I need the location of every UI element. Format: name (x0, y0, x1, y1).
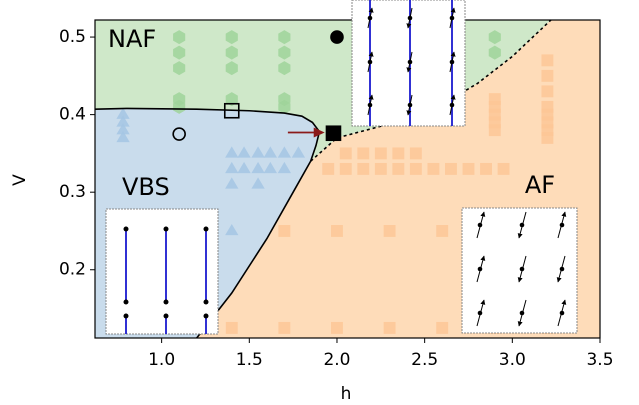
y-tick-label: 0.4 (59, 105, 86, 125)
y-axis-label: V (10, 174, 30, 186)
data-point (384, 322, 396, 334)
data-point (226, 322, 238, 334)
data-point (436, 225, 448, 237)
data-point (541, 70, 553, 82)
data-point (498, 163, 510, 175)
y-tick-label: 0.5 (59, 27, 86, 47)
data-point (340, 147, 352, 159)
data-point (357, 147, 369, 159)
data-point (489, 124, 501, 136)
data-point (375, 147, 387, 159)
data-point (331, 225, 343, 237)
x-tick-label: 1.5 (236, 350, 263, 370)
region-label: AF (525, 171, 555, 199)
data-point (463, 163, 475, 175)
data-point (384, 225, 396, 237)
data-point (427, 163, 439, 175)
x-tick-label: 2.5 (411, 350, 438, 370)
x-tick-label: 3.0 (499, 350, 526, 370)
data-point (392, 147, 404, 159)
data-point (541, 85, 553, 97)
x-tick-label: 2.0 (323, 350, 350, 370)
data-point (480, 163, 492, 175)
region-label: NAF (108, 25, 156, 53)
highlight-point (326, 126, 340, 140)
data-point (322, 163, 334, 175)
x-axis-label: h (341, 384, 352, 404)
data-point (410, 163, 422, 175)
x-tick-label: 1.0 (148, 350, 175, 370)
x-tick-label: 3.5 (586, 350, 613, 370)
data-point (331, 322, 343, 334)
region-label: VBS (122, 173, 170, 201)
data-point (357, 163, 369, 175)
data-point (392, 163, 404, 175)
data-point (541, 54, 553, 66)
inset-af (462, 208, 577, 333)
data-point (375, 163, 387, 175)
y-tick-label: 0.2 (59, 260, 86, 280)
highlight-point (331, 31, 343, 43)
data-point (541, 132, 553, 144)
chart: NAF VBS AF h V 1.0 1.5 2.0 2.5 3.0 3.5 0.2 0.3 0.4… (0, 0, 639, 405)
inset-vbs (106, 209, 218, 334)
y-tick-label: 0.3 (59, 182, 86, 202)
data-point (278, 322, 290, 334)
data-point (436, 322, 448, 334)
data-point (445, 163, 457, 175)
data-point (340, 163, 352, 175)
data-point (410, 147, 422, 159)
inset-naf (352, 0, 465, 126)
data-point (278, 225, 290, 237)
